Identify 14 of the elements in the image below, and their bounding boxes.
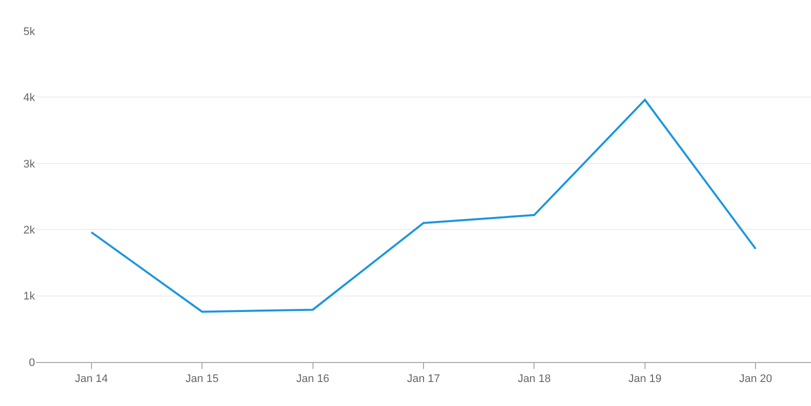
- y-tick-label: 1k: [23, 290, 36, 303]
- x-tick-label: Jan 19: [628, 373, 662, 386]
- x-tick-label: Jan 18: [518, 373, 551, 386]
- x-tick-label: Jan 14: [74, 373, 108, 386]
- y-tick-label: 0: [28, 356, 35, 369]
- y-tick-label: 5k: [23, 26, 36, 38]
- x-tick-label: Jan 16: [296, 373, 330, 386]
- y-tick-label: 4k: [23, 92, 36, 104]
- y-tick-label: 3k: [23, 158, 36, 170]
- x-tick-label: Jan 15: [186, 373, 219, 386]
- line-series: [90, 98, 757, 313]
- x-tick-label: Jan 17: [406, 373, 440, 386]
- x-tick-label: Jan 20: [739, 373, 772, 386]
- y-tick-label: 2k: [23, 224, 36, 236]
